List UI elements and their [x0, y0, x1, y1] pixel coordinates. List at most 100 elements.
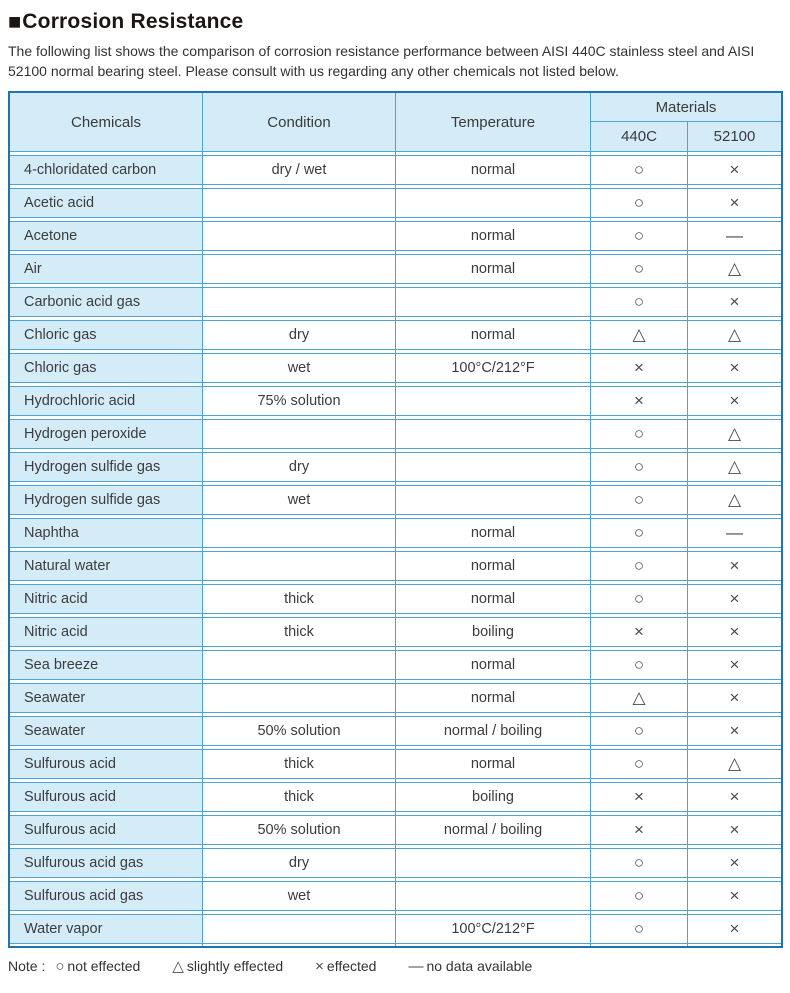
chemical-cell: Sulfurous acid	[10, 750, 202, 779]
chemical-cell: Nitric acid	[10, 618, 202, 647]
chemical-cell: Hydrogen sulfide gas	[10, 453, 202, 482]
temperature-cell: normal	[395, 750, 590, 779]
condition-cell	[202, 420, 395, 449]
table-header: Chemicals Condition Temperature Material…	[10, 93, 781, 153]
condition-cell: dry	[202, 849, 395, 878]
table-row: Seawater 50% solution normal / boiling ○ ×	[10, 716, 781, 747]
temperature-cell: normal	[395, 552, 590, 581]
mark-52100-cell: △	[687, 321, 781, 350]
temperature-cell: normal / boiling	[395, 816, 590, 845]
table-row: Sulfurous acid thick boiling × ×	[10, 782, 781, 813]
legend-label: slightly effected	[186, 958, 284, 975]
table-row: Acetone normal ○ —	[10, 221, 781, 252]
note-label: Note :	[8, 958, 46, 975]
chemical-cell: Water vapor	[10, 915, 202, 944]
temperature-cell: normal	[395, 585, 590, 614]
mark-440c-cell: ×	[590, 387, 687, 416]
condition-cell: 75% solution	[202, 387, 395, 416]
table-row: Sulfurous acid gas dry ○ ×	[10, 848, 781, 879]
table-row: Nitric acid thick boiling × ×	[10, 617, 781, 648]
table-row: Nitric acid thick normal ○ ×	[10, 584, 781, 615]
chemical-cell: Hydrogen peroxide	[10, 420, 202, 449]
condition-cell	[202, 519, 395, 548]
temperature-cell: normal	[395, 222, 590, 251]
table-row: Hydrogen sulfide gas dry ○ △	[10, 452, 781, 483]
temperature-cell: normal	[395, 321, 590, 350]
mark-440c-cell: ○	[590, 156, 687, 185]
condition-cell: 50% solution	[202, 816, 395, 845]
legend-label: not effected	[67, 958, 141, 975]
mark-440c-cell: ×	[590, 354, 687, 383]
mark-440c-cell: ○	[590, 552, 687, 581]
mark-440c-cell: △	[590, 684, 687, 713]
temperature-cell	[395, 486, 590, 515]
page-title: ■ Corrosion Resistance	[8, 10, 782, 34]
chemical-cell: Seawater	[10, 684, 202, 713]
mark-440c-cell: ○	[590, 453, 687, 482]
table-row: Sulfurous acid thick normal ○ △	[10, 749, 781, 780]
dash-icon: —	[408, 957, 424, 975]
condition-cell	[202, 189, 395, 218]
chemical-cell: Chloric gas	[10, 354, 202, 383]
temperature-cell	[395, 882, 590, 911]
chemical-cell: Acetic acid	[10, 189, 202, 218]
legend-note: Note : ○ not effected △ slightly effecte…	[8, 957, 782, 976]
chemical-cell: Nitric acid	[10, 585, 202, 614]
mark-52100-cell: ×	[687, 651, 781, 680]
mark-440c-cell: ○	[590, 255, 687, 284]
temperature-cell: boiling	[395, 783, 590, 812]
mark-440c-cell: ×	[590, 783, 687, 812]
chemical-cell: Sulfurous acid gas	[10, 849, 202, 878]
temperature-cell	[395, 387, 590, 416]
header-condition: Condition	[202, 93, 395, 152]
chemical-cell: Air	[10, 255, 202, 284]
mark-440c-cell: ○	[590, 519, 687, 548]
temperature-cell: normal / boiling	[395, 717, 590, 746]
table-row: 4-chloridated carbon dry / wet normal ○ ×	[10, 155, 781, 186]
table-row: Seawater normal △ ×	[10, 683, 781, 714]
mark-440c-cell: ○	[590, 585, 687, 614]
mark-52100-cell: ×	[687, 354, 781, 383]
mark-440c-cell: ○	[590, 189, 687, 218]
mark-440c-cell: ○	[590, 915, 687, 944]
mark-440c-cell: ○	[590, 651, 687, 680]
section-marker-icon: ■	[8, 9, 22, 34]
temperature-cell: normal	[395, 519, 590, 548]
table-row: Chloric gas wet 100°C/212°F × ×	[10, 353, 781, 384]
condition-cell	[202, 651, 395, 680]
mark-52100-cell: △	[687, 420, 781, 449]
temperature-cell	[395, 288, 590, 317]
mark-52100-cell: ×	[687, 849, 781, 878]
chemical-cell: Acetone	[10, 222, 202, 251]
condition-cell: thick	[202, 750, 395, 779]
temperature-cell	[395, 849, 590, 878]
condition-cell: thick	[202, 618, 395, 647]
temperature-cell: boiling	[395, 618, 590, 647]
table-row: Carbonic acid gas ○ ×	[10, 287, 781, 318]
chemical-cell: Hydrochloric acid	[10, 387, 202, 416]
chemical-cell: Sulfurous acid	[10, 816, 202, 845]
table-row: Hydrogen sulfide gas wet ○ △	[10, 485, 781, 516]
temperature-cell: normal	[395, 156, 590, 185]
mark-52100-cell: △	[687, 750, 781, 779]
table-rows: 4-chloridated carbon dry / wet normal ○ × Ace…	[10, 152, 781, 946]
condition-cell: dry / wet	[202, 156, 395, 185]
temperature-cell: normal	[395, 684, 590, 713]
mark-52100-cell: ×	[687, 684, 781, 713]
temperature-cell: 100°C/212°F	[395, 915, 590, 944]
mark-52100-cell: ×	[687, 816, 781, 845]
chemical-cell: 4-chloridated carbon	[10, 156, 202, 185]
table-row: Sea breeze normal ○ ×	[10, 650, 781, 681]
table-row: Chloric gas dry normal △ △	[10, 320, 781, 351]
mark-52100-cell: ×	[687, 783, 781, 812]
legend-item-no-data: — no data available	[408, 958, 532, 975]
mark-52100-cell: ×	[687, 189, 781, 218]
table-row: Water vapor 100°C/212°F ○ ×	[10, 914, 781, 945]
mark-440c-cell: ×	[590, 618, 687, 647]
condition-cell	[202, 255, 395, 284]
table-row: Naphtha normal ○ —	[10, 518, 781, 549]
mark-52100-cell: ×	[687, 717, 781, 746]
header-materials: Materials	[590, 93, 781, 123]
mark-440c-cell: △	[590, 321, 687, 350]
mark-440c-cell: ○	[590, 849, 687, 878]
